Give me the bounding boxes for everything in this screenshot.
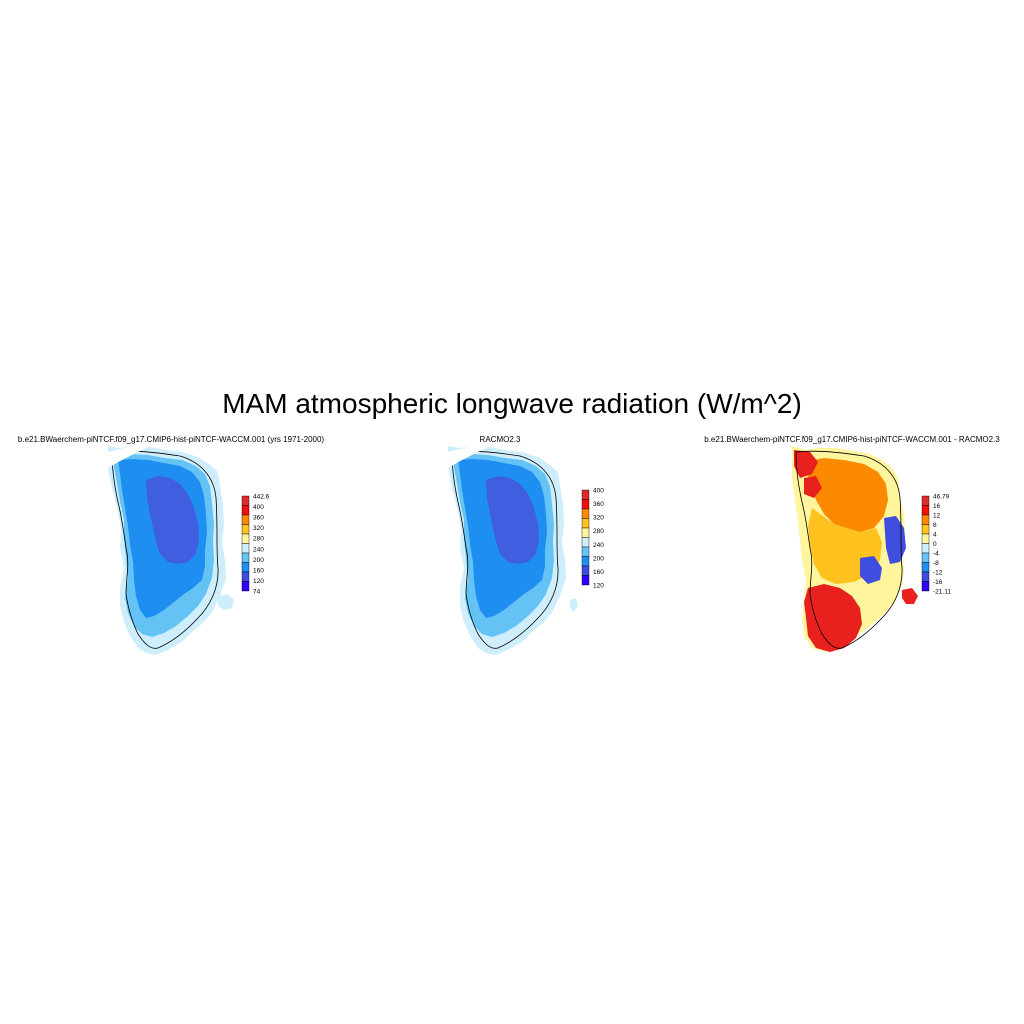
zone-interior: [146, 476, 199, 564]
north-white-gap: [108, 444, 150, 468]
colorbar-segment: [581, 546, 590, 557]
colorbar-label: 46.79: [933, 494, 950, 501]
colorbar-segment: [921, 571, 930, 582]
map-panel-model: 442.6 400 360 320 280 240 200 160 120 74: [0, 438, 320, 668]
colorbar-label: 160: [253, 567, 264, 574]
colorbar-segment: [241, 543, 250, 554]
panel-title-difference: b.e21.BWaerchem-piNTCF.f09_g17.CMIP6-his…: [704, 435, 1000, 444]
colorbar-label: 160: [593, 569, 604, 576]
greenland-map: [108, 444, 234, 655]
zone-interior: [486, 476, 539, 564]
colorbar-segment: [581, 575, 590, 586]
colorbar-label: -8: [933, 560, 939, 567]
zone-south: [804, 584, 862, 652]
colorbar-label: 74: [253, 589, 261, 596]
colorbar-label: 360: [593, 501, 604, 508]
colorbar-segment: [921, 581, 930, 592]
colorbar-label: -4: [933, 551, 939, 558]
map-svg-racmo: 400 360 320 280 240 200 160 120: [448, 444, 604, 655]
coastline-contour: [451, 450, 559, 649]
map-svg-difference: 46.79 16 12 8 4 0 -4 -8 -12 -16 -21.11: [792, 446, 951, 652]
colorbar-label: -12: [933, 570, 943, 577]
colorbar-segment: [241, 552, 250, 563]
colorbar-label: 280: [593, 528, 604, 535]
colorbar-segment: [921, 533, 930, 544]
colorbar-label: 8: [933, 522, 937, 529]
zone-north-red-2: [804, 476, 822, 498]
colorbar-label: 400: [253, 504, 264, 511]
colorbar-model: 442.6 400 360 320 280 240 200 160 120 74: [241, 494, 270, 596]
colorbar-segment: [241, 571, 250, 582]
panel-title-model: b.e21.BWaerchem-piNTCF.f09_g17.CMIP6-his…: [17, 435, 325, 444]
colorbar-label: 200: [593, 555, 604, 562]
colorbar-label: 240: [593, 542, 604, 549]
colorbar-segment: [241, 514, 250, 525]
colorbar-label: 0: [933, 541, 937, 548]
colorbar-racmo: 400 360 320 280 240 200 160 120: [581, 488, 604, 590]
colorbar-segment: [921, 552, 930, 563]
colorbar-difference: 46.79 16 12 8 4 0 -4 -8 -12 -16 -21.11: [921, 494, 951, 596]
colorbar-segment: [581, 499, 590, 510]
iceland-patch: [218, 594, 234, 610]
map-panel-racmo: 400 360 320 280 240 200 160 120: [340, 438, 660, 668]
map-panel-difference: 46.79 16 12 8 4 0 -4 -8 -12 -16 -21.11: [684, 438, 1004, 668]
coastline-contour: [111, 450, 219, 649]
colorbar-segment: [581, 565, 590, 576]
colorbar-segment: [581, 537, 590, 548]
colorbar-segment: [241, 562, 250, 573]
north-white-gap: [448, 444, 490, 468]
colorbar-segment: [581, 489, 590, 500]
iceland-patch: [902, 588, 918, 604]
colorbar-label: 240: [253, 546, 264, 553]
colorbar-label: 320: [593, 515, 604, 522]
colorbar-segment: [581, 518, 590, 529]
zone-north-red: [794, 450, 818, 478]
coastline-contour: [795, 450, 903, 649]
iceland-patch: [570, 598, 578, 612]
colorbar-segment: [921, 505, 930, 516]
colorbar-label: 360: [253, 515, 264, 522]
colorbar-segment: [241, 495, 250, 506]
colorbar-segment: [241, 581, 250, 592]
page-title: MAM atmospheric longwave radiation (W/m^…: [222, 388, 802, 419]
colorbar-segment: [581, 508, 590, 519]
colorbar-segment: [581, 527, 590, 538]
colorbar-label: 320: [253, 525, 264, 532]
greenland-difference-map: [792, 446, 918, 652]
colorbar-segment: [921, 562, 930, 573]
colorbar-segment: [241, 533, 250, 544]
colorbar-segment: [921, 495, 930, 506]
colorbar-segment: [921, 514, 930, 525]
colorbar-label: 120: [593, 583, 604, 590]
colorbar-label: 442.6: [253, 494, 270, 501]
colorbar-label: 200: [253, 557, 264, 564]
colorbar-label: -16: [933, 579, 943, 586]
colorbar-label: -21.11: [933, 589, 951, 596]
zone-east-coast-1: [884, 516, 906, 564]
colorbar-segment: [241, 505, 250, 516]
colorbar-segment: [921, 524, 930, 535]
greenland-map: [448, 444, 578, 655]
colorbar-label: 4: [933, 532, 937, 539]
colorbar-label: 400: [593, 488, 604, 495]
colorbar-label: 12: [933, 513, 941, 520]
panel-title-racmo: RACMO2.3: [479, 435, 521, 444]
colorbar-label: 280: [253, 536, 264, 543]
colorbar-segment: [581, 556, 590, 567]
zone-east-coast-2: [860, 556, 882, 584]
colorbar-segment: [241, 524, 250, 535]
colorbar-segment: [921, 543, 930, 554]
colorbar-label: 120: [253, 578, 264, 585]
map-svg-model: 442.6 400 360 320 280 240 200 160 120 74: [108, 444, 270, 655]
colorbar-label: 16: [933, 503, 941, 510]
zone-north-interior: [804, 458, 888, 532]
